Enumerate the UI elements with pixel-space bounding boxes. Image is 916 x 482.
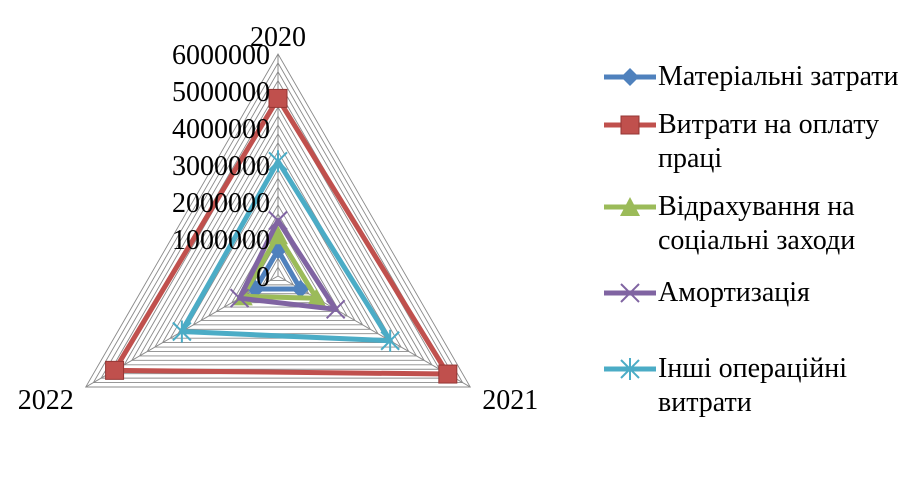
legend-item: Амортизація (600, 276, 910, 310)
radar-series (105, 88, 458, 384)
grid-ring (192, 177, 364, 326)
grid-ring (100, 70, 456, 379)
data-point-marker (620, 283, 640, 303)
grid-ring (123, 97, 433, 366)
data-point-marker (325, 299, 346, 320)
category-axis-labels: 2020 2021 2022 (18, 22, 539, 416)
legend-item: Витрати на оплату праці (600, 108, 910, 176)
grid-ring (138, 115, 418, 357)
legend-swatch (604, 358, 656, 380)
grid-ring (261, 257, 295, 286)
data-point-marker (621, 68, 639, 86)
data-point-marker (268, 150, 288, 173)
series-line (240, 232, 319, 301)
legend-swatch (604, 115, 656, 135)
radar-chart: 0 1000000 2000000 3000000 4000000 5000000 6000… (18, 22, 539, 416)
category-label-2021: 2021 (482, 385, 538, 416)
series-line (179, 158, 393, 344)
series-4 (172, 150, 400, 352)
legend-label: Матеріальні затрати (658, 61, 899, 92)
legend-label: Витрати на оплату праці (658, 109, 880, 174)
grid-ring (208, 195, 348, 317)
radial-tick-label: 0 (256, 262, 270, 293)
legend-item: Відрахування на соціальні заходи (600, 190, 910, 258)
data-point-marker (380, 329, 400, 352)
data-point-marker (291, 279, 310, 298)
grid-ring (154, 133, 402, 348)
legend-label: Відрахування на соціальні заходи (658, 191, 856, 256)
grid-ring (184, 168, 372, 330)
series-line (112, 95, 451, 377)
data-point-marker (229, 288, 250, 308)
radial-tick-labels: 0 1000000 2000000 3000000 4000000 5000000 6000… (172, 40, 270, 293)
legend-swatch (604, 197, 656, 216)
grid-ring (246, 239, 310, 295)
radial-tick-label: 1000000 (172, 225, 270, 256)
grid-ring (215, 204, 341, 312)
radial-tick-label: 3000000 (172, 151, 270, 182)
series-3 (229, 210, 346, 320)
grid-ring (161, 141, 395, 344)
legend-label: Інші операційні витрати (658, 353, 847, 418)
radial-tick-label: 5000000 (172, 77, 270, 108)
radial-tick-label: 2000000 (172, 188, 270, 219)
legend-item: Матеріальні затрати (600, 60, 910, 94)
grid-ring (84, 53, 472, 388)
legend-label: Амортизація (658, 277, 810, 308)
grid-ring (146, 124, 410, 352)
data-point-marker (172, 320, 192, 343)
category-label-2020: 2020 (250, 22, 306, 53)
series-line (237, 218, 339, 312)
series-line (253, 247, 303, 292)
data-point-marker (268, 210, 288, 231)
data-point-marker (620, 115, 640, 135)
legend: Матеріальні затрати Витрати на оплату пра… (600, 60, 910, 420)
grid-ring (131, 106, 425, 361)
radial-axis-line (277, 275, 471, 388)
data-point-marker (268, 225, 288, 245)
data-point-marker (268, 88, 288, 108)
grid-ring (200, 186, 356, 321)
grid-ring (92, 61, 464, 384)
data-point-marker (105, 360, 125, 380)
legend-swatch (604, 68, 656, 86)
data-point-marker (620, 358, 640, 380)
series-1 (105, 88, 458, 384)
radial-tick-label: 6000000 (172, 40, 270, 71)
legend-item: Інші операційні витрати (600, 352, 910, 420)
category-label-2022: 2022 (18, 385, 74, 416)
data-point-marker (438, 364, 458, 384)
legend-swatch (604, 283, 656, 303)
data-point-marker (306, 288, 327, 308)
data-point-marker (620, 197, 640, 216)
radial-tick-label: 4000000 (172, 114, 270, 145)
grid-ring (269, 266, 287, 281)
